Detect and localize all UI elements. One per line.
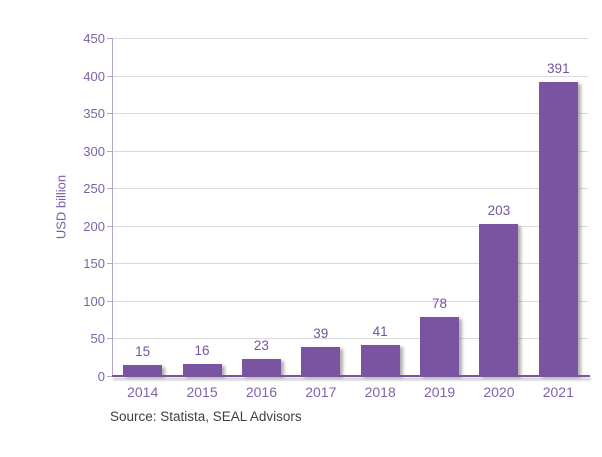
y-tick-label: 400: [83, 68, 105, 84]
y-axis-tick: [107, 188, 113, 190]
gridline: [113, 225, 588, 227]
y-tick-label: 300: [83, 143, 105, 159]
x-tick-label: 2015: [186, 384, 218, 400]
bar-2020: [479, 223, 519, 376]
bar-value-label: 39: [313, 325, 329, 341]
bar-2019: [420, 317, 460, 376]
y-axis-tick: [107, 263, 113, 265]
bar-2016: [241, 358, 281, 376]
x-tick-label: 2014: [127, 384, 159, 400]
gridline: [113, 75, 588, 77]
gridline: [113, 188, 588, 190]
bar-2014: [123, 364, 163, 376]
x-tick-label: 2019: [423, 384, 456, 400]
y-tick-label: 0: [97, 369, 105, 384]
y-axis-tick: [107, 338, 113, 340]
y-axis-tick: [107, 376, 113, 377]
y-tick-label: 100: [83, 293, 105, 309]
y-axis-tick: [107, 38, 113, 39]
bar-2018: [360, 345, 400, 376]
gridline: [113, 300, 588, 302]
gridline: [113, 263, 588, 265]
gridline: [113, 38, 588, 39]
plot-area: 0 50 100 150 200 250 300 350 400 450 15 2014 16 2015 2…: [83, 32, 590, 400]
x-axis-line: [112, 375, 590, 377]
y-axis-line: [112, 38, 113, 376]
y-axis-tick: [107, 300, 113, 302]
x-tick-label: 2020: [483, 384, 515, 400]
bar-2021: [538, 82, 578, 376]
y-axis-tick: [107, 225, 113, 227]
bar-value-label: 16: [194, 342, 210, 358]
y-axis-tick: [107, 113, 113, 115]
bar-value-label: 15: [135, 343, 151, 359]
gridline: [113, 150, 588, 152]
y-tick-label: 450: [83, 31, 105, 46]
y-tick-label: 150: [83, 256, 105, 272]
y-axis-tick: [107, 150, 113, 152]
y-tick-label: 50: [90, 331, 105, 347]
source-caption: Source: Statista, SEAL Advisors: [110, 409, 302, 424]
bar-value-label: 41: [372, 324, 388, 340]
gridline: [113, 338, 588, 340]
x-tick-label: 2016: [245, 384, 278, 400]
bar-2015: [182, 363, 222, 376]
x-tick-label: 2017: [305, 384, 337, 400]
y-tick-label: 250: [83, 181, 105, 197]
x-tick-label: 2021: [542, 384, 574, 400]
bar-value-label: 78: [432, 296, 448, 312]
bar-value-label: 391: [547, 61, 570, 77]
y-tick-label: 350: [83, 106, 105, 122]
y-tick-label: 200: [83, 218, 105, 234]
gridline: [113, 113, 588, 115]
bar-value-label: 203: [487, 202, 511, 218]
bar-2017: [301, 346, 341, 376]
bar-value-label: 23: [253, 337, 269, 353]
x-tick-label: 2018: [364, 384, 396, 400]
y-axis-tick: [107, 75, 113, 77]
